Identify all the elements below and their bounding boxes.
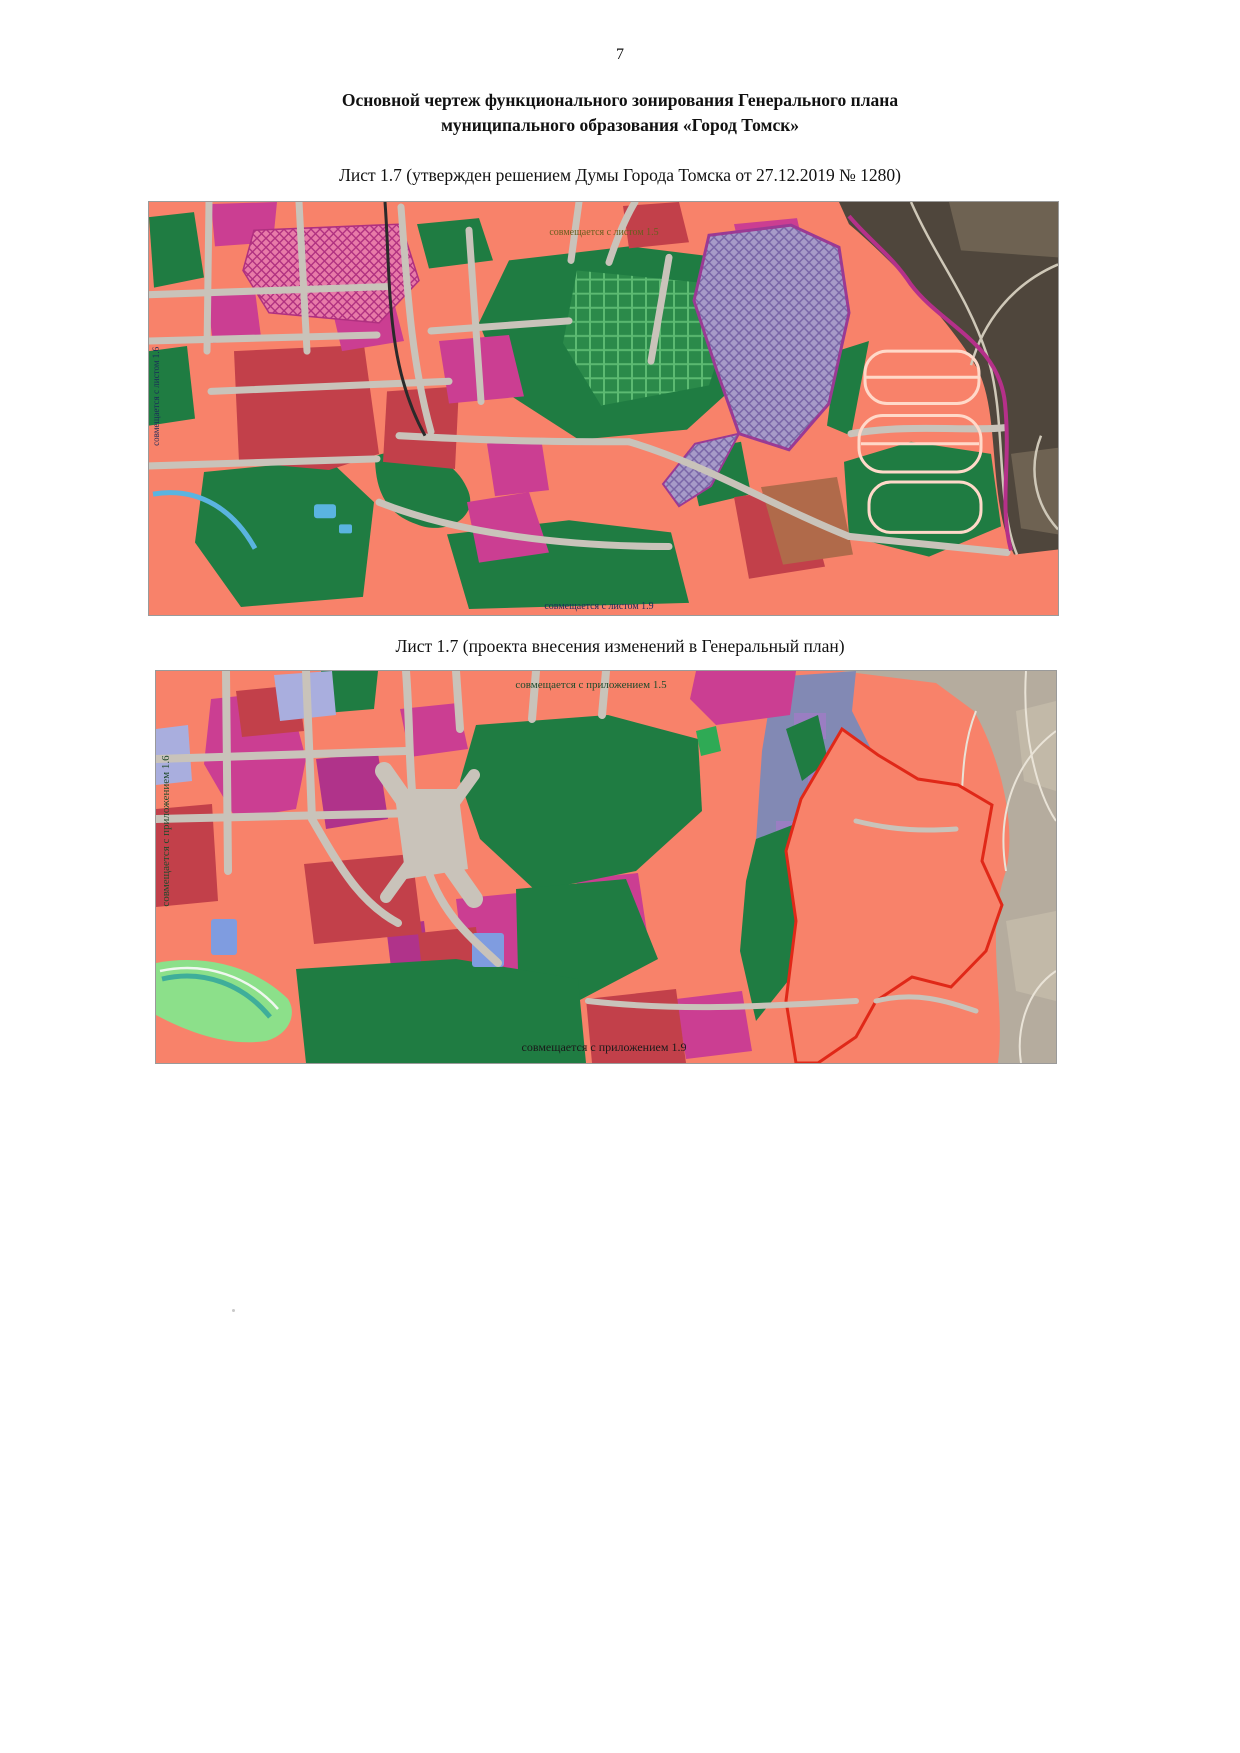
- map1-edge-label-bottom: совмещается с листом 1.9: [544, 601, 653, 612]
- map2-aerial-photo-area: [841, 671, 1056, 1063]
- map1-hatched-purple-zone: [692, 223, 851, 452]
- map1-aerial-photo-area: [839, 202, 1058, 555]
- page-number: 7: [616, 46, 624, 63]
- map1-city-boundary-line: [847, 214, 1013, 552]
- map2-image: совмещается с приложением 1.5 совмещаетс…: [155, 670, 1057, 1064]
- map1-water-bodies: [314, 504, 352, 534]
- map2-edge-label-left: совмещается с приложением 1.6: [160, 755, 172, 907]
- map2-river: [161, 973, 272, 1019]
- map1-caption: Лист 1.7 (утвержден решением Думы Города…: [339, 165, 901, 185]
- map1-edge-label-left: совмещается с листом 1.6: [151, 346, 161, 446]
- map2-zoning-drawing: совмещается с приложением 1.5 совмещаетс…: [156, 671, 1056, 1063]
- map1-aerial-light-patch: [949, 202, 1058, 535]
- map1-edge-label-top: совмещается с листом 1.5: [549, 227, 658, 238]
- title-line-2: муниципального образования «Город Томск»: [440, 115, 800, 135]
- map2-river-highlight: [159, 966, 279, 1010]
- map2-edge-label-top: совмещается с приложением 1.5: [515, 679, 667, 691]
- map1-river: [152, 490, 258, 550]
- map1-street-loops: [857, 349, 983, 534]
- map1-zoning-drawing: совмещается с листом 1.5 совмещается с л…: [149, 202, 1058, 615]
- map2-interchange-area: [394, 789, 468, 879]
- map2-river-banks: [156, 960, 292, 1043]
- map1-street-network: [149, 202, 1011, 557]
- map2-red-outlined-zone: [784, 726, 1004, 1063]
- map1-railway-line: [383, 202, 427, 437]
- map1-image: совмещается с листом 1.5 совмещается с л…: [148, 201, 1059, 616]
- map2-green-zones: [296, 671, 904, 1063]
- map2-edge-label-bottom: совмещается с приложением 1.9: [522, 1040, 687, 1054]
- page-title: Основной чертеж функционального зонирова…: [0, 88, 1240, 138]
- map2-caption: Лист 1.7 (проекта внесения изменений в Г…: [395, 636, 845, 656]
- scan-speck: [232, 1309, 235, 1312]
- title-line-1: Основной чертеж функционального зонирова…: [341, 90, 899, 110]
